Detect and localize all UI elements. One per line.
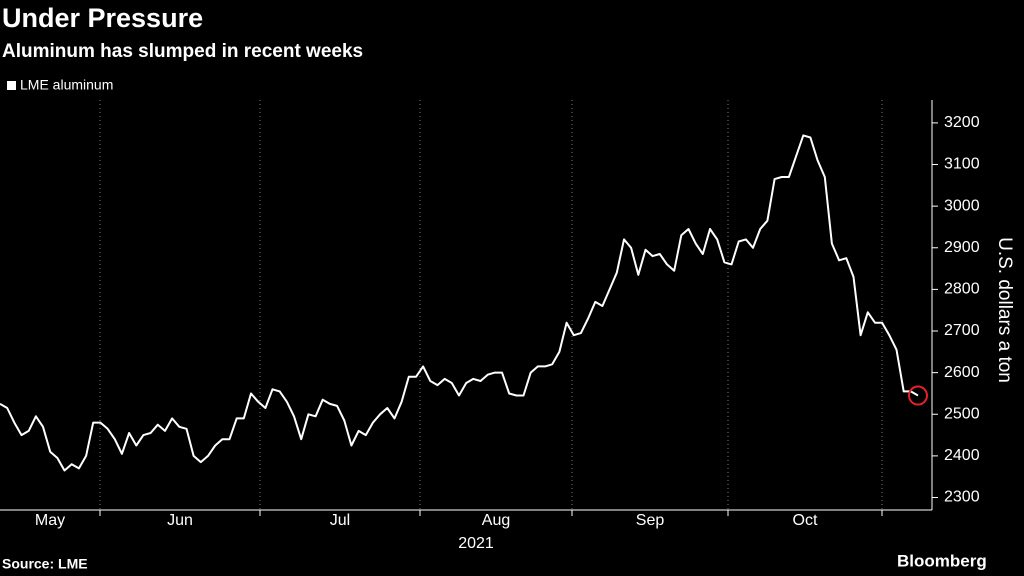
last-value-marker — [908, 385, 928, 406]
y-tick-label: 2500 — [944, 405, 980, 422]
x-tick-label: Aug — [482, 512, 510, 529]
y-tick-label: 3000 — [944, 197, 980, 214]
y-tick-label: 2700 — [944, 322, 980, 339]
chart-subtitle: Aluminum has slumped in recent weeks — [2, 41, 363, 62]
y-tick-label: 3100 — [944, 156, 980, 173]
legend-label: LME aluminum — [20, 77, 113, 93]
x-tick-label: May — [35, 512, 65, 529]
y-tick-label: 3200 — [944, 114, 980, 131]
x-tick-label: Sep — [636, 512, 665, 529]
y-tick-label: 2900 — [944, 239, 980, 256]
x-tick-label: Jun — [167, 512, 193, 529]
chart-title: Under Pressure — [2, 3, 203, 33]
y-tick-label: 2300 — [944, 489, 980, 506]
source: Source: LME — [2, 556, 88, 572]
x-year-label: 2021 — [458, 535, 494, 552]
x-tick-label: Oct — [793, 512, 818, 529]
brand: Bloomberg — [897, 551, 987, 570]
y-tick-label: 2600 — [944, 364, 980, 381]
legend-swatch — [7, 81, 16, 90]
y-tick-label: 2400 — [944, 447, 980, 464]
x-tick-label: Jul — [330, 512, 350, 529]
y-axis-title: U.S. dollars a ton — [994, 237, 1015, 383]
y-tick-label: 2800 — [944, 281, 980, 298]
data-line — [0, 134, 919, 472]
